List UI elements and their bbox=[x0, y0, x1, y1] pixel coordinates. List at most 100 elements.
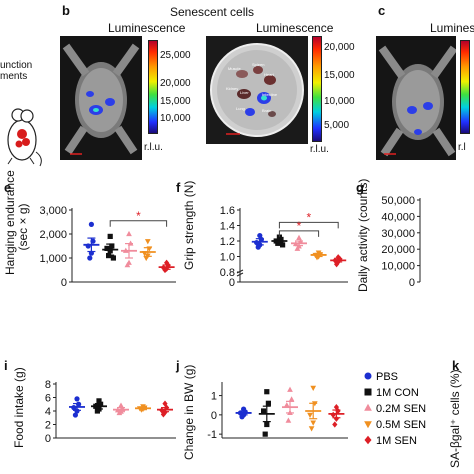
legend-label: 1M CON bbox=[376, 387, 419, 399]
colorbar-2-tick: 20,000 bbox=[324, 42, 355, 53]
data-point bbox=[94, 408, 100, 414]
data-point bbox=[261, 408, 267, 414]
data-point bbox=[239, 414, 245, 420]
luminescence-label-1: Luminescence bbox=[108, 21, 186, 35]
data-point bbox=[330, 411, 336, 418]
colorbar-1-tick: 15,000 bbox=[160, 96, 191, 107]
colorbar-1-tick: 20,000 bbox=[160, 78, 191, 89]
data-point bbox=[85, 243, 91, 249]
data-point bbox=[264, 421, 270, 428]
data-point bbox=[164, 259, 170, 266]
data-point bbox=[255, 244, 261, 250]
data-point bbox=[292, 240, 299, 247]
data-point bbox=[310, 385, 317, 391]
data-point bbox=[144, 239, 151, 245]
data-point bbox=[127, 240, 134, 246]
data-point bbox=[287, 409, 293, 416]
data-point bbox=[334, 261, 340, 268]
data-point bbox=[126, 230, 132, 237]
y-tick-label: 10,000 bbox=[381, 261, 415, 273]
data-point bbox=[280, 242, 286, 248]
data-point bbox=[162, 266, 168, 274]
axis-break-mark bbox=[236, 272, 244, 277]
left-fragment-1: unction bbox=[0, 60, 33, 71]
data-point bbox=[335, 258, 341, 266]
data-point bbox=[71, 405, 77, 411]
data-point bbox=[287, 386, 293, 392]
panel-label-k: k bbox=[452, 358, 460, 373]
data-point bbox=[116, 409, 123, 416]
dish-label: Muscle bbox=[228, 66, 241, 71]
colorbar-2-tick: 15,000 bbox=[324, 70, 355, 81]
y-tick-label: 1 bbox=[211, 391, 217, 403]
colorbar-2-tick: 10,000 bbox=[324, 96, 355, 107]
legend-marker bbox=[364, 388, 372, 396]
data-point bbox=[297, 238, 304, 244]
data-point bbox=[88, 221, 94, 227]
dish-label: Spleen bbox=[252, 62, 265, 67]
significance-star: * bbox=[306, 210, 311, 224]
data-point bbox=[72, 412, 78, 418]
data-point bbox=[307, 412, 313, 418]
data-point bbox=[160, 411, 166, 418]
panel-label-g: g bbox=[356, 180, 364, 195]
data-point bbox=[294, 245, 301, 251]
data-point bbox=[124, 262, 131, 268]
legend: PBS 1M CON 0.2M SEN 0.5M SEN 1M SEN bbox=[360, 368, 450, 458]
data-point bbox=[333, 404, 339, 411]
legend-marker bbox=[364, 372, 372, 380]
colorbar-3-unit: r.l bbox=[458, 142, 466, 153]
legend-marker bbox=[364, 421, 372, 429]
legend-label: 0.2M SEN bbox=[376, 403, 426, 415]
luminescence-photo-mouse bbox=[60, 36, 142, 160]
data-point bbox=[314, 255, 320, 261]
significance-star: * bbox=[136, 209, 141, 223]
data-point bbox=[87, 255, 93, 261]
y-tick-label: 1.0 bbox=[220, 252, 235, 264]
data-point bbox=[164, 404, 170, 411]
y-tick-label: 1.2 bbox=[220, 236, 235, 248]
ylabel-i: Food intake (g) bbox=[12, 367, 26, 448]
colorbar-2-tick: 5,000 bbox=[324, 120, 350, 131]
data-point bbox=[143, 255, 150, 262]
data-point bbox=[141, 251, 148, 257]
y-tick-label: 50,000 bbox=[381, 195, 415, 207]
y-tick-label: 0.8 bbox=[220, 267, 235, 279]
data-point bbox=[93, 403, 99, 409]
y-tick-label: 2,000 bbox=[39, 229, 67, 241]
y-tick-label: 6 bbox=[45, 393, 51, 405]
dish-label: Intestine bbox=[262, 92, 278, 97]
data-point bbox=[265, 400, 271, 406]
colorbar-1-unit: r.l.u. bbox=[144, 142, 163, 153]
data-point bbox=[98, 401, 104, 407]
significance-bracket bbox=[278, 230, 320, 237]
data-point bbox=[264, 389, 270, 395]
panel-label-c: c bbox=[378, 3, 386, 18]
senescent-cells-title: Senescent cells bbox=[170, 5, 255, 19]
data-point bbox=[110, 255, 116, 261]
significance-star: * bbox=[297, 219, 302, 233]
data-point bbox=[283, 402, 290, 408]
dish-label: Brain bbox=[262, 108, 272, 113]
ylabel-j: Change in BW (g) bbox=[182, 364, 196, 460]
data-point bbox=[107, 248, 113, 254]
legend-marker bbox=[364, 435, 372, 445]
significance-bracket bbox=[109, 220, 168, 227]
data-point bbox=[109, 243, 115, 249]
ylabel-k: SA-βgal⁺ cells (%) bbox=[448, 369, 462, 468]
data-point bbox=[308, 426, 315, 432]
data-point bbox=[96, 398, 102, 404]
significance-bracket bbox=[278, 221, 339, 229]
dish-label: Kidney bbox=[226, 86, 239, 91]
y-tick-label: 1,000 bbox=[39, 253, 67, 265]
data-point bbox=[106, 253, 112, 259]
data-point bbox=[335, 407, 341, 415]
y-tick-label: 0 bbox=[409, 277, 415, 289]
data-point bbox=[288, 396, 295, 402]
legend-label: 1M SEN bbox=[376, 435, 417, 447]
data-point bbox=[90, 238, 96, 244]
y-tick-label: 30,000 bbox=[381, 228, 415, 240]
data-point bbox=[285, 417, 292, 423]
data-point bbox=[74, 408, 80, 414]
data-point bbox=[104, 245, 110, 251]
